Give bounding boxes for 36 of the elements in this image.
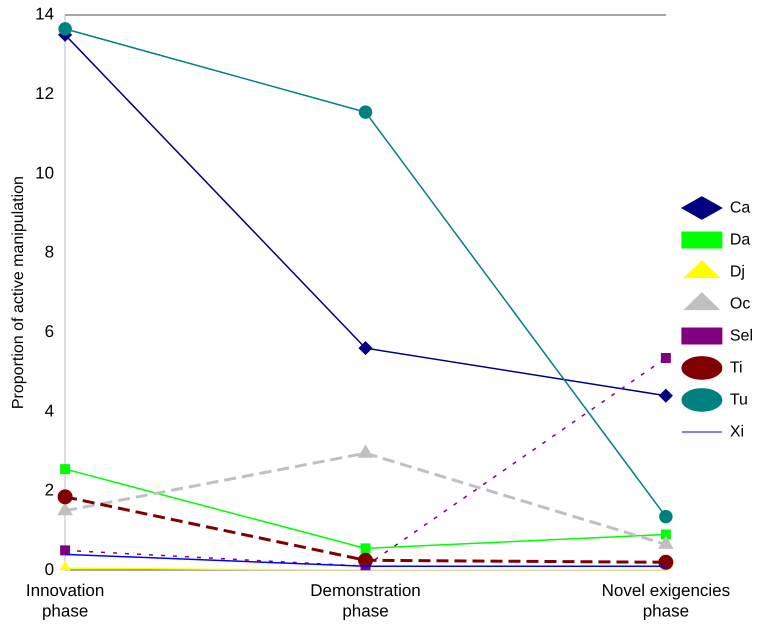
- legend-label: Da: [730, 231, 750, 248]
- legend-label: Dj: [730, 263, 745, 280]
- legend-label: Xi: [730, 423, 744, 440]
- y-tick-label: 4: [44, 401, 54, 420]
- x-tick-label: Novel exigencies phase: [602, 581, 730, 620]
- y-tick-label: 12: [35, 84, 54, 103]
- point: [658, 554, 674, 570]
- point: [659, 536, 673, 549]
- point: [360, 543, 370, 554]
- legend-label: Ca: [730, 199, 750, 216]
- point: [358, 341, 372, 355]
- legend-label: Sel: [730, 327, 753, 344]
- y-tick-label: 10: [35, 163, 54, 182]
- x-tick-label: Innovation phase: [26, 581, 104, 620]
- point: [358, 552, 373, 568]
- point: [659, 510, 673, 524]
- y-tick-label: 6: [44, 322, 54, 341]
- point: [58, 503, 72, 516]
- point: [58, 22, 72, 36]
- point: [358, 446, 372, 458]
- y-tick-label: 2: [44, 480, 54, 500]
- y-tick-label: 0: [44, 560, 54, 579]
- point: [60, 545, 70, 556]
- point: [660, 353, 671, 364]
- y-axis-title: Proportion of active manipulation: [10, 176, 28, 410]
- legend-label: Oc: [730, 295, 750, 312]
- point: [358, 105, 372, 119]
- y-tick-label: 14: [35, 4, 54, 24]
- point: [660, 530, 671, 540]
- point: [659, 388, 673, 402]
- legend-label: Tu: [730, 391, 748, 408]
- legend-label: Ti: [730, 359, 743, 376]
- point: [60, 464, 70, 474]
- y-tick-label: 8: [44, 242, 54, 262]
- point: [58, 489, 73, 504]
- x-tick-label: Demonstration phase: [310, 581, 421, 620]
